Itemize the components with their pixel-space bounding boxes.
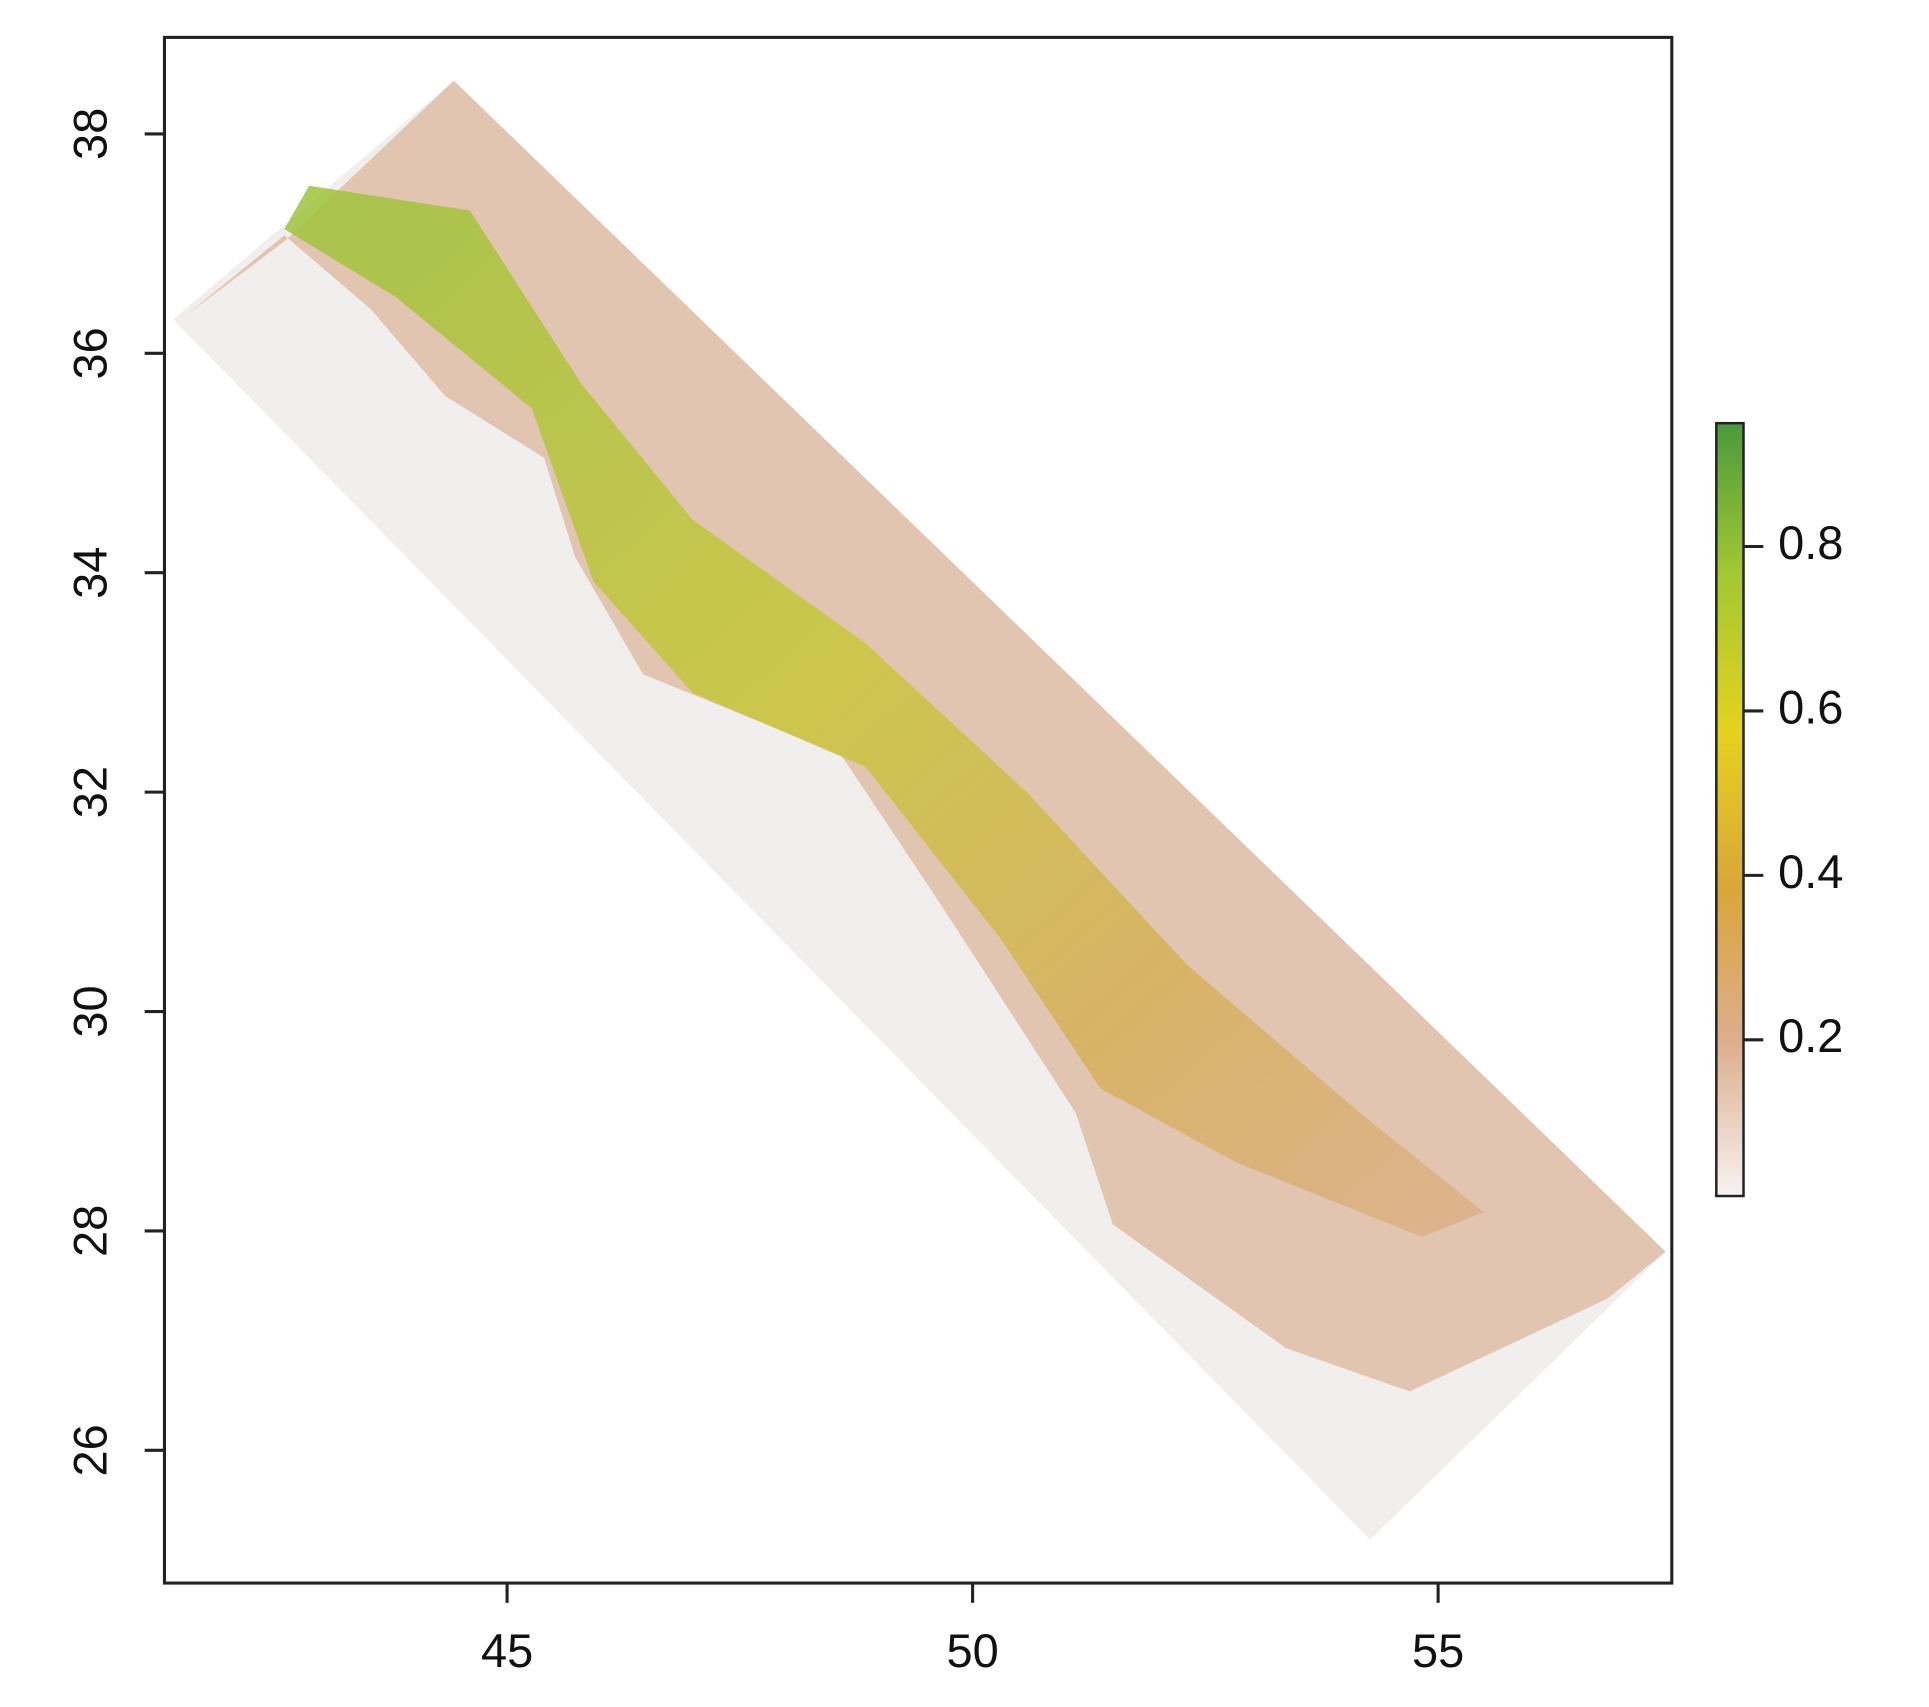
y-tick-label: 36 xyxy=(63,327,116,379)
colorbar-tick-label: 0.6 xyxy=(1778,680,1843,733)
colorbar-tick-label: 0.8 xyxy=(1778,516,1843,569)
x-tick-label: 55 xyxy=(1412,1624,1464,1677)
x-tick-label: 45 xyxy=(481,1624,533,1677)
raster-layer xyxy=(173,80,1666,1540)
plot-frame xyxy=(162,35,1674,1585)
colorbar-tick-label: 0.2 xyxy=(1778,1009,1843,1062)
y-tick-label: 26 xyxy=(63,1424,116,1476)
colorbar-scale xyxy=(1715,421,1745,1198)
y-tick-label: 30 xyxy=(63,985,116,1037)
y-tick-label: 32 xyxy=(63,766,116,818)
y-tick-label: 38 xyxy=(63,108,116,160)
colorbar: 0.2 0.4 0.6 0.8 xyxy=(1715,421,1843,1198)
y-tick-label: 34 xyxy=(63,547,116,599)
raster-high-zone xyxy=(284,185,1484,1237)
y-tick-label: 28 xyxy=(63,1205,116,1257)
colorbar-tick-label: 0.4 xyxy=(1778,845,1843,898)
x-tick-label: 50 xyxy=(946,1624,998,1677)
